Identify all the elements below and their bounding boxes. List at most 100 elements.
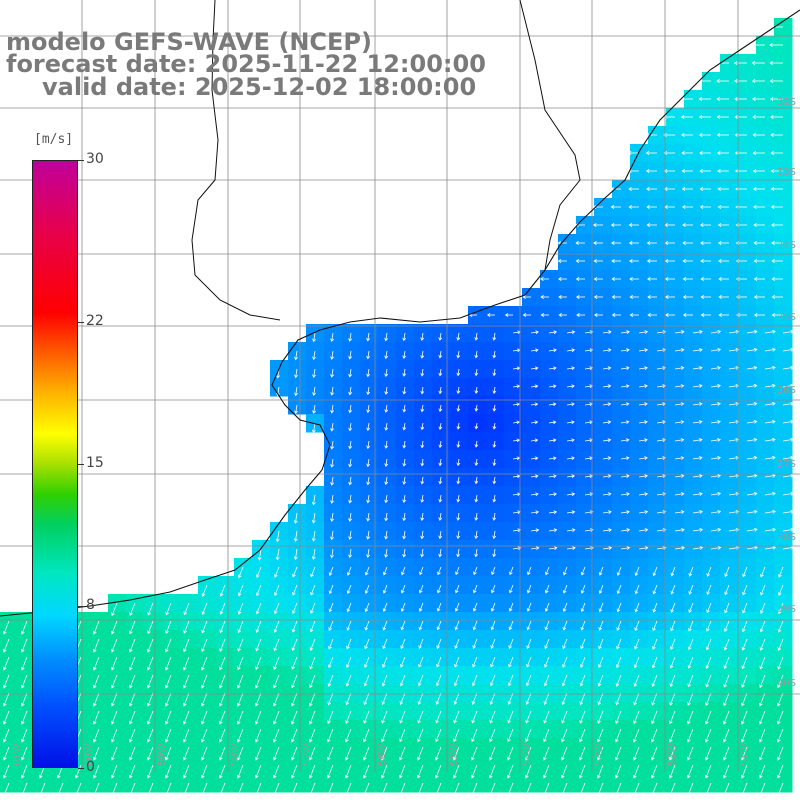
- wind-arrow-head: [274, 574, 278, 578]
- wind-arrow: [421, 548, 424, 557]
- wind-arrow-head: [128, 792, 133, 797]
- wind-arrow-head: [680, 456, 685, 460]
- wind-arrow-head: [650, 792, 655, 797]
- wind-arrow-head: [382, 571, 387, 576]
- wind-arrow: [670, 602, 676, 613]
- wind-arrow: [493, 440, 496, 448]
- wind-arrow-head: [645, 133, 649, 137]
- wind-arrow: [403, 422, 406, 430]
- wind-arrow: [692, 547, 703, 550]
- wind-speed-cell: [756, 54, 775, 73]
- wind-arrow-head: [722, 774, 727, 779]
- wind-arrow-head: [776, 756, 781, 761]
- wind-arrow-head: [542, 792, 547, 797]
- wind-arrow-head: [607, 474, 612, 479]
- wind-arrow-head: [474, 535, 479, 540]
- wind-arrow-head: [771, 313, 776, 317]
- wind-arrow-head: [92, 774, 97, 779]
- wind-speed-cell: [612, 270, 631, 289]
- wind-arrow: [602, 493, 611, 496]
- wind-arrow: [255, 710, 262, 725]
- wind-arrow: [548, 547, 557, 550]
- wind-arrow: [584, 475, 593, 478]
- wind-arrow: [385, 332, 388, 341]
- wind-arrow: [328, 656, 334, 668]
- wind-arrow-head: [474, 498, 479, 503]
- wind-arrow: [435, 728, 442, 742]
- wind-arrow-head: [402, 444, 407, 449]
- wind-arrow-head: [255, 610, 260, 615]
- wind-arrow: [674, 529, 685, 532]
- wind-arrow: [741, 746, 748, 761]
- wind-arrow-head: [753, 205, 757, 209]
- wind-speed-cell: [756, 180, 775, 199]
- wind-arrow-head: [686, 774, 691, 779]
- wind-arrow: [512, 439, 520, 442]
- wind-arrow: [401, 620, 406, 630]
- wind-arrow: [310, 566, 316, 577]
- wind-arrow-head: [534, 474, 539, 479]
- wind-arrow: [111, 602, 118, 616]
- wind-arrow-head: [402, 373, 407, 377]
- wind-arrow: [584, 331, 593, 334]
- wind-arrow-head: [790, 455, 794, 460]
- wind-speed-cell: [594, 216, 613, 235]
- wind-arrow-head: [753, 491, 758, 496]
- wind-arrow: [367, 530, 370, 540]
- wind-arrow-head: [704, 792, 709, 797]
- wind-arrow: [457, 548, 460, 557]
- wind-arrow-head: [219, 648, 223, 652]
- wind-arrow: [237, 782, 244, 797]
- wind-arrow: [759, 710, 766, 725]
- wind-arrow: [363, 782, 370, 797]
- wind-arrow: [421, 458, 424, 466]
- wind-arrow-head: [200, 792, 205, 797]
- wind-arrow: [764, 403, 776, 406]
- wind-arrow-head: [328, 645, 332, 650]
- wind-arrow-head: [526, 663, 530, 668]
- wind-arrow: [548, 385, 556, 388]
- wind-arrow-head: [434, 774, 439, 779]
- wind-arrow-head: [328, 590, 333, 595]
- wind-arrow-head: [790, 509, 795, 514]
- wind-speed-cell: [756, 162, 775, 181]
- wind-arrow-head: [384, 391, 389, 395]
- wind-speed-cell: [684, 144, 703, 163]
- wind-arrow-head: [453, 738, 457, 743]
- wind-arrow: [273, 728, 280, 743]
- wind-arrow-head: [290, 792, 295, 797]
- wind-speed-cell: [756, 144, 775, 163]
- wind-arrow-head: [490, 589, 495, 594]
- wind-arrow-head: [488, 792, 493, 797]
- wind-arrow-head: [717, 169, 721, 173]
- wind-arrow-head: [364, 590, 369, 594]
- wind-arrow-head: [717, 455, 721, 460]
- wind-arrow-head: [345, 720, 349, 724]
- wind-arrow-head: [740, 774, 745, 779]
- wind-arrow: [349, 512, 352, 522]
- wind-arrow-head: [607, 402, 612, 407]
- wind-arrow-head: [384, 463, 389, 467]
- wind-arrow-head: [540, 295, 544, 299]
- wind-speed-cell: [702, 234, 721, 253]
- wind-speed-cell: [702, 252, 721, 271]
- wind-arrow-head: [650, 738, 655, 743]
- wind-arrow: [687, 782, 694, 797]
- wind-arrow: [674, 349, 684, 352]
- wind-arrow-head: [772, 455, 776, 460]
- wind-arrow-head: [366, 463, 371, 468]
- wind-arrow-head: [508, 626, 513, 631]
- wind-speed-cell: [594, 234, 613, 253]
- wind-arrow: [256, 584, 262, 596]
- wind-arrow: [184, 602, 190, 615]
- wind-arrow-head: [472, 589, 477, 594]
- wind-arrow: [3, 620, 10, 635]
- wind-arrow: [457, 350, 460, 358]
- wind-arrow: [525, 764, 532, 779]
- wind-speed-cell: [720, 126, 739, 145]
- wind-arrow-head: [646, 205, 650, 209]
- wind-arrow: [256, 602, 262, 614]
- wind-arrow-head: [669, 664, 674, 669]
- colorbar-tick-mark: [78, 605, 84, 607]
- wind-arrow-head: [164, 648, 169, 653]
